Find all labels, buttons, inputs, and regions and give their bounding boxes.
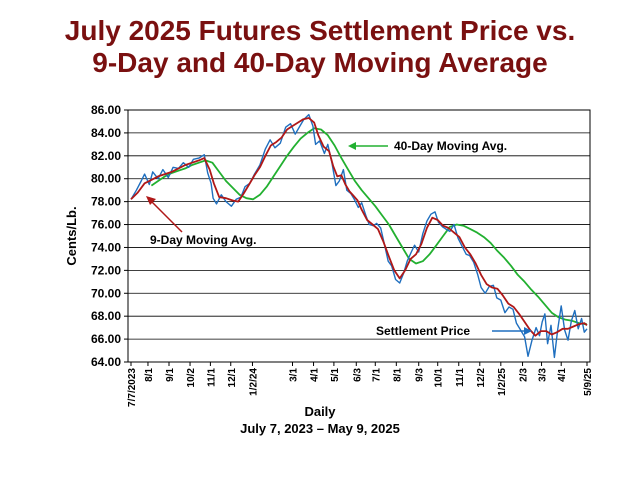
x-tick-label: 7/7/2023 <box>127 368 138 407</box>
x-tick-label: 2/3 <box>519 368 530 382</box>
y-tick-label: 70.00 <box>91 286 121 300</box>
y-tick-label: 78.00 <box>91 195 121 209</box>
x-tick-label: 6/3 <box>352 368 363 382</box>
series-40day-ma <box>150 127 587 326</box>
annotation-settlement-label: Settlement Price <box>376 324 470 338</box>
y-tick-label: 72.00 <box>91 263 121 277</box>
annotation-settlement: Settlement Price <box>376 324 532 338</box>
x-tick-label: 3/1 <box>289 368 300 382</box>
y-tick-label: 66.00 <box>91 332 121 346</box>
x-tick-label: 5/9/25 <box>583 368 594 396</box>
annotation-9day: 9-Day Moving Avg. <box>146 196 256 247</box>
y-tick-label: 86.00 <box>91 103 121 117</box>
y-tick-label: 74.00 <box>91 240 121 254</box>
x-tick-label: 5/1 <box>330 368 341 382</box>
y-axis-label: Cents/Lb. <box>64 206 79 265</box>
x-tick-label: 1/2/24 <box>248 368 259 396</box>
date-range-subtitle: July 7, 2023 – May 9, 2025 <box>240 421 400 436</box>
annotation-9day-label: 9-Day Moving Avg. <box>150 233 256 247</box>
x-tick-label: 11/1 <box>455 368 466 387</box>
y-tick-label: 82.00 <box>91 149 121 163</box>
x-axis-label: Daily <box>304 404 336 419</box>
x-tick-label: 9/3 <box>415 368 426 382</box>
chart-title-line1: July 2025 Futures Settlement Price vs. <box>64 15 576 46</box>
y-tick-label: 76.00 <box>91 218 121 232</box>
series-9day-ma <box>130 117 588 337</box>
annotation-40day: 40-Day Moving Avg. <box>348 139 507 153</box>
x-tick-label: 12/1 <box>227 368 238 388</box>
x-tick-label: 4/1 <box>557 368 568 382</box>
series-settlement-price <box>130 113 588 359</box>
x-tick-label: 8/1 <box>392 368 403 382</box>
x-tick-label: 7/1 <box>371 368 382 382</box>
y-tick-label: 84.00 <box>91 126 121 140</box>
x-tick-label: 10/2 <box>186 368 197 388</box>
x-tick-label: 1/2/25 <box>497 368 508 396</box>
y-tick-label: 68.00 <box>91 309 121 323</box>
x-axis-ticks: 7/7/2023 8/1 9/1 10/2 11/1 12/1 1/2/24 3/1 4/1 5/… <box>127 362 594 407</box>
series-lines <box>130 113 588 359</box>
annotation-40day-label: 40-Day Moving Avg. <box>394 139 507 153</box>
y-tick-label: 64.00 <box>91 355 121 369</box>
x-tick-label: 3/3 <box>538 368 549 382</box>
x-tick-label: 8/1 <box>144 368 155 382</box>
x-tick-label: 10/1 <box>434 368 445 388</box>
y-axis-ticks: 64.00 66.00 68.00 70.00 72.00 74.00 76.00 78.00… <box>91 103 128 369</box>
x-tick-label: 12/2 <box>476 368 487 388</box>
x-tick-label: 9/1 <box>165 368 176 382</box>
x-tick-label: 11/1 <box>206 368 217 387</box>
plot-area-border <box>127 109 591 363</box>
y-tick-label: 80.00 <box>91 172 121 186</box>
chart-title-line2: 9-Day and 40-Day Moving Average <box>92 47 548 78</box>
x-tick-label: 4/1 <box>310 368 321 382</box>
